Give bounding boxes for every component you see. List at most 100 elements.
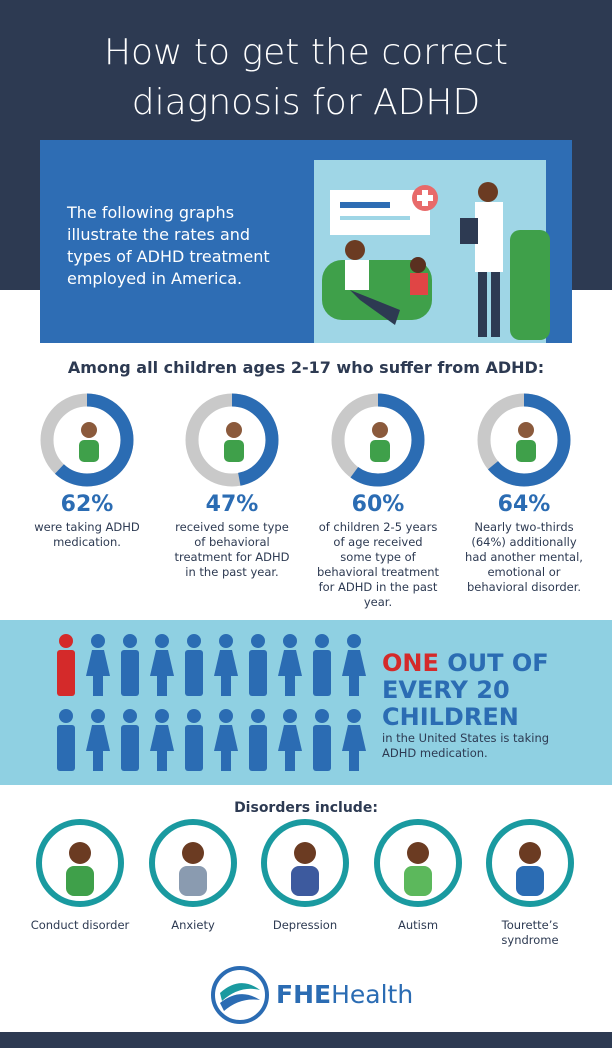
person-head <box>59 634 73 648</box>
stat-text: Nearly two-thirds (64%) additionally had… <box>465 520 583 594</box>
disorder-figure <box>516 866 544 896</box>
person-body <box>86 650 110 696</box>
person-body <box>278 650 302 696</box>
person-head <box>123 634 137 648</box>
disorders-heading: Disorders include: <box>234 800 378 816</box>
logo-strong: FHE <box>276 980 332 1009</box>
person-body <box>57 650 75 696</box>
person-head <box>155 709 169 723</box>
disorder-icon <box>149 819 237 907</box>
stat-value: 64% <box>497 492 551 517</box>
person-head <box>155 634 169 648</box>
person-head <box>91 634 105 648</box>
disorder-label: Anxiety <box>171 918 215 932</box>
person-body <box>121 725 139 771</box>
donut-figure <box>370 440 390 462</box>
person-head <box>315 709 329 723</box>
person-body <box>214 725 238 771</box>
person-body <box>342 725 366 771</box>
donut-figure <box>226 422 242 438</box>
disorder-figure <box>519 842 541 864</box>
person-head <box>91 709 105 723</box>
donut-arc <box>185 393 279 487</box>
stat-value: 60% <box>351 492 405 517</box>
people-icons <box>57 634 366 771</box>
person-head <box>219 709 233 723</box>
donut-figure <box>518 422 534 438</box>
disorder-label: Tourette’s syndrome <box>501 918 559 947</box>
stat-value: 47% <box>205 492 259 517</box>
donut-arc <box>331 393 425 487</box>
person-head <box>251 634 265 648</box>
disorder-figure <box>66 866 94 896</box>
person-head <box>315 634 329 648</box>
donut-arc <box>40 393 134 487</box>
person-head <box>123 709 137 723</box>
disorder-figure <box>179 866 207 896</box>
person-head <box>219 634 233 648</box>
person-head <box>283 709 297 723</box>
person-body <box>214 650 238 696</box>
logo-icon <box>211 966 269 1024</box>
person-head <box>187 709 201 723</box>
person-body <box>342 650 366 696</box>
person-head <box>283 634 297 648</box>
person-body <box>150 650 174 696</box>
disorder-icon <box>486 819 574 907</box>
disorder-label: Autism <box>397 918 439 932</box>
person-body <box>185 725 203 771</box>
donut <box>331 393 425 487</box>
logo-rest: Health <box>331 980 414 1009</box>
person-body <box>86 725 110 771</box>
donut-figure <box>79 440 99 462</box>
disorder-figure <box>69 842 91 864</box>
banner-highlight: ONE <box>382 649 439 677</box>
person-head <box>347 709 361 723</box>
banner-text: in the United States is taking ADHD medi… <box>382 731 550 760</box>
person-body <box>57 725 75 771</box>
donut-figure <box>81 422 97 438</box>
stat-text: of children 2-5 years of age received so… <box>316 520 440 609</box>
donut-figure <box>516 440 536 462</box>
person-body <box>313 725 331 771</box>
donut <box>185 393 279 487</box>
banner-headline: ONE OUT OF EVERY 20 CHILDREN <box>382 650 582 731</box>
title: How to get the correct diagnosis for ADH… <box>103 32 509 123</box>
disorder-figure <box>291 866 319 896</box>
disorder-figure <box>407 842 429 864</box>
person-head <box>187 634 201 648</box>
disorder-icon <box>261 819 349 907</box>
banner-headline-text: OUT OF EVERY 20 CHILDREN <box>382 649 549 731</box>
intro-illustration <box>314 160 550 343</box>
person-body <box>249 725 267 771</box>
disorder-label: Conduct disorder <box>30 918 130 932</box>
stats-heading: Among all children ages 2-17 who suffer … <box>67 358 545 377</box>
person-body <box>278 725 302 771</box>
disorder-icon <box>374 819 462 907</box>
person-head <box>59 709 73 723</box>
intro-text: The following graphs illustrate the rate… <box>67 203 270 288</box>
disorder-figure <box>404 866 432 896</box>
footer-bar <box>0 1032 612 1048</box>
donut-arc <box>477 393 571 487</box>
disorder-label: Depression <box>272 918 338 932</box>
stat-value: 62% <box>60 492 114 517</box>
person-head <box>251 709 265 723</box>
person-body <box>185 650 203 696</box>
person-body <box>313 650 331 696</box>
person-body <box>249 650 267 696</box>
donut <box>40 393 134 487</box>
donut <box>477 393 571 487</box>
person-body <box>121 650 139 696</box>
person-body <box>150 725 174 771</box>
donut-figure <box>372 422 388 438</box>
logo-text: FHEHealth <box>276 980 413 1009</box>
donut-figure <box>224 440 244 462</box>
stat-text: received some type of behavioral treatme… <box>174 520 290 579</box>
disorder-icon <box>36 819 124 907</box>
person-head <box>347 634 361 648</box>
stat-text: were taking ADHD medication. <box>34 520 140 549</box>
disorder-figure <box>182 842 204 864</box>
disorder-figure <box>294 842 316 864</box>
